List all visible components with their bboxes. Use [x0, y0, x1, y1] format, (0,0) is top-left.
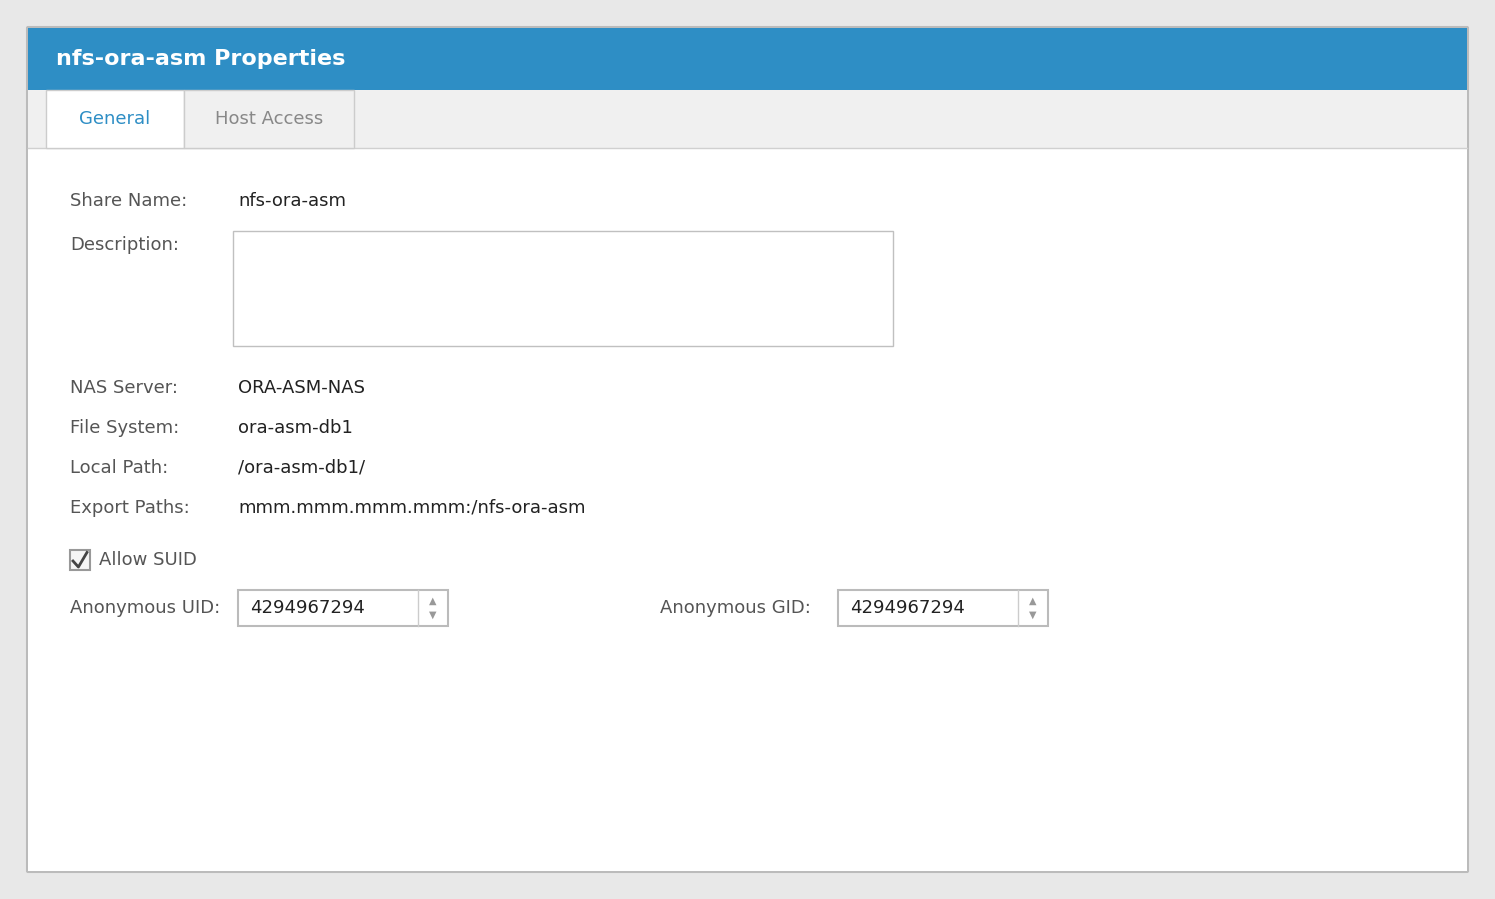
Text: ▲: ▲: [429, 596, 437, 606]
Text: mmm.mmm.mmm.mmm:/nfs-ora-asm: mmm.mmm.mmm.mmm:/nfs-ora-asm: [238, 499, 586, 517]
Text: General: General: [79, 110, 151, 128]
Text: nfs-ora-asm: nfs-ora-asm: [238, 192, 345, 210]
Text: ORA-ASM-NAS: ORA-ASM-NAS: [238, 379, 365, 397]
Text: File System:: File System:: [70, 419, 179, 437]
Text: Allow SUID: Allow SUID: [99, 551, 197, 569]
Bar: [184, 90, 354, 148]
Bar: [28, 148, 1467, 871]
Text: Host Access: Host Access: [215, 110, 323, 128]
Text: Local Path:: Local Path:: [70, 459, 169, 477]
FancyBboxPatch shape: [27, 27, 1468, 872]
Text: ▼: ▼: [429, 610, 437, 620]
Text: nfs-ora-asm Properties: nfs-ora-asm Properties: [55, 49, 345, 69]
Text: 4294967294: 4294967294: [851, 599, 964, 617]
Bar: [238, 590, 448, 626]
Bar: [839, 590, 1048, 626]
Bar: [28, 28, 1467, 90]
Text: 4294967294: 4294967294: [250, 599, 365, 617]
Text: Description:: Description:: [70, 236, 179, 254]
Text: Anonymous UID:: Anonymous UID:: [70, 599, 220, 617]
Text: ▼: ▼: [1029, 610, 1036, 620]
Text: Export Paths:: Export Paths:: [70, 499, 190, 517]
Bar: [233, 231, 893, 346]
Text: Anonymous GID:: Anonymous GID:: [659, 599, 810, 617]
Text: Share Name:: Share Name:: [70, 192, 187, 210]
Text: NAS Server:: NAS Server:: [70, 379, 178, 397]
Bar: [70, 550, 90, 570]
Text: ora-asm-db1: ora-asm-db1: [238, 419, 353, 437]
Bar: [46, 90, 184, 148]
Bar: [28, 90, 1467, 148]
Text: ▲: ▲: [1029, 596, 1036, 606]
Text: /ora-asm-db1/: /ora-asm-db1/: [238, 459, 365, 477]
